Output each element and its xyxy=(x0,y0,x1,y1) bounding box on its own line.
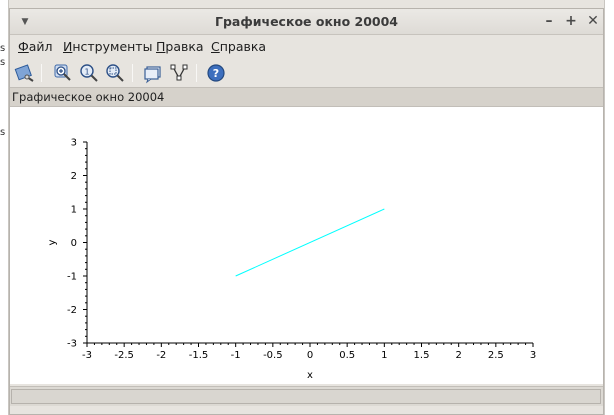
figure-label-bar: Графическое окно 20004 xyxy=(10,87,603,107)
x-tick-label: 2 xyxy=(455,350,461,361)
zoom-in-icon xyxy=(54,64,71,81)
x-tick-label: -1.5 xyxy=(189,350,209,361)
menu-edit-label: равка xyxy=(165,39,204,54)
x-tick-label: 2.5 xyxy=(488,350,504,361)
status-bar xyxy=(10,386,603,406)
menu-edit[interactable]: Правка xyxy=(156,39,204,54)
minimize-button[interactable]: – xyxy=(545,13,553,29)
menu-file-label: айл xyxy=(28,39,53,54)
svg-text:1: 1 xyxy=(84,68,89,77)
plot-area[interactable]: -3 -2.5 -2 -1.5 -1 -0.5 0 0.5 1 1.5 2 2.5 3 -3 -2 -1 0 1 2… xyxy=(10,107,603,384)
menu-help-mnemonic: С xyxy=(211,39,220,54)
x-tick-label: 3 xyxy=(530,350,536,361)
zoom-reset-button[interactable]: 1 xyxy=(78,62,100,84)
y-tick-label: -1 xyxy=(67,272,77,283)
plot-canvas[interactable]: -3 -2.5 -2 -1.5 -1 -0.5 0 0.5 1 1.5 2 2.5 3 -3 -2 -1 0 1 2… xyxy=(10,107,603,384)
edit-curve-button[interactable] xyxy=(168,62,190,84)
rotate-button[interactable] xyxy=(14,62,36,84)
zoom-reset-icon: 1 xyxy=(80,64,98,82)
y-axis-label: y xyxy=(47,239,58,245)
x-tick-label: -0.5 xyxy=(263,350,283,361)
menu-bar: Файл Инструменты Правка Справка xyxy=(10,35,603,59)
y-tick-label: 2 xyxy=(71,171,77,182)
toolbar-separator xyxy=(132,64,133,82)
graphic-window: ▼ Графическое окно 20004 – + ✕ Файл Инст… xyxy=(9,8,604,415)
x-tick-label: -2 xyxy=(156,350,166,361)
x-tick-label: 0.5 xyxy=(339,350,355,361)
close-button[interactable]: ✕ xyxy=(587,13,599,29)
menu-file[interactable]: Файл xyxy=(18,39,53,54)
edit-curve-icon xyxy=(170,64,188,81)
toolbar-separator xyxy=(41,64,42,82)
x-tick-label: -1 xyxy=(231,350,241,361)
x-tick-label: 1 xyxy=(381,350,387,361)
window-title: Графическое окно 20004 xyxy=(214,14,398,29)
help-button[interactable]: ? xyxy=(205,62,227,84)
x-tick-label: 0 xyxy=(307,350,313,361)
toolbar-separator xyxy=(196,64,197,82)
x-tick-label: -2.5 xyxy=(114,350,134,361)
desktop-background-left: s s s xyxy=(0,0,9,415)
toolbar: 1 xyxy=(10,59,603,87)
y-tick-label: -2 xyxy=(67,305,77,316)
menu-help-label: правка xyxy=(219,39,267,54)
maximize-button[interactable]: + xyxy=(565,13,577,29)
zoom-area-button[interactable] xyxy=(104,62,126,84)
x-axis-label: x xyxy=(307,370,313,381)
desktop-background-right xyxy=(604,0,614,415)
menu-file-mnemonic: Ф xyxy=(18,39,29,54)
y-tick-label: -3 xyxy=(67,339,77,350)
title-bar[interactable]: ▼ Графическое окно 20004 – + ✕ xyxy=(10,9,603,35)
help-icon: ? xyxy=(207,64,225,82)
y-tick-label: 0 xyxy=(71,238,77,249)
menu-tools-label: нструменты xyxy=(72,39,153,54)
window-menu-icon[interactable]: ▼ xyxy=(21,17,29,27)
y-tick-label: 1 xyxy=(71,205,77,216)
series-line xyxy=(235,208,385,277)
svg-text:?: ? xyxy=(213,67,219,80)
zoom-area-icon xyxy=(106,64,124,82)
y-tick-label: 3 xyxy=(71,138,77,149)
menu-tools[interactable]: Инструменты xyxy=(63,39,152,54)
figure-label: Графическое окно 20004 xyxy=(12,90,165,104)
datatip-button[interactable] xyxy=(142,62,164,84)
desktop-text-fragment: s s s xyxy=(0,43,6,138)
menu-help[interactable]: Справка xyxy=(211,39,266,54)
x-tick-label: 1.5 xyxy=(414,350,430,361)
zoom-in-button[interactable] xyxy=(52,62,74,84)
menu-edit-mnemonic: П xyxy=(156,39,166,54)
status-field xyxy=(11,389,601,404)
rotate-icon xyxy=(14,64,34,82)
x-tick-label: -3 xyxy=(82,350,92,361)
menu-tools-mnemonic: И xyxy=(63,39,73,54)
datatip-icon xyxy=(144,66,161,84)
